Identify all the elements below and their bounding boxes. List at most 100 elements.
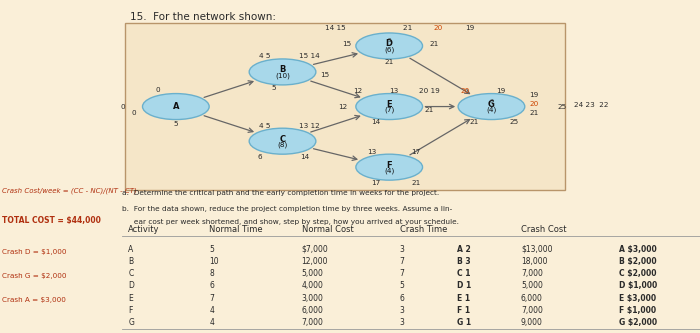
Text: 15.  For the network shown:: 15. For the network shown: <box>130 12 276 22</box>
Text: 21: 21 <box>384 59 394 65</box>
Text: 0: 0 <box>120 104 125 110</box>
Text: G $2,000: G $2,000 <box>619 318 657 327</box>
Text: 15: 15 <box>342 41 351 47</box>
Text: (4): (4) <box>486 107 496 113</box>
Text: ear cost per week shortened, and show, step by step, how you arrived at your sch: ear cost per week shortened, and show, s… <box>122 219 459 225</box>
Text: $13,000: $13,000 <box>521 244 552 253</box>
Text: G: G <box>128 318 134 327</box>
Text: 13 12: 13 12 <box>299 123 320 129</box>
Text: F 1: F 1 <box>458 306 470 315</box>
Text: Crash A = $3,000: Crash A = $3,000 <box>2 297 66 303</box>
Text: 12,000: 12,000 <box>302 257 328 266</box>
Text: (4): (4) <box>384 167 394 174</box>
Text: D $1,000: D $1,000 <box>619 281 657 290</box>
Circle shape <box>143 94 209 120</box>
Text: 21: 21 <box>425 107 434 113</box>
Text: E $3,000: E $3,000 <box>619 294 657 303</box>
Text: 4: 4 <box>209 306 214 315</box>
Text: C $2,000: C $2,000 <box>619 269 657 278</box>
Text: D: D <box>386 39 393 48</box>
Text: 4 5: 4 5 <box>259 123 270 129</box>
Text: 20 19: 20 19 <box>419 88 440 94</box>
Text: Normal Time: Normal Time <box>209 225 262 234</box>
Text: B 3: B 3 <box>458 257 471 266</box>
Text: 9,000: 9,000 <box>521 318 542 327</box>
Text: 19: 19 <box>465 25 474 31</box>
Text: E: E <box>386 100 392 109</box>
Text: Normal Cost: Normal Cost <box>302 225 354 234</box>
Text: Crash D = $1,000: Crash D = $1,000 <box>2 249 67 255</box>
Text: a.  Determine the critical path and the early completion time in weeks for the p: a. Determine the critical path and the e… <box>122 190 440 196</box>
Text: 14 15: 14 15 <box>326 25 346 31</box>
Text: b.  For the data shown, reduce the project completion time by three weeks. Assum: b. For the data shown, reduce the projec… <box>122 206 453 212</box>
Text: 6,000: 6,000 <box>302 306 323 315</box>
Text: 17: 17 <box>371 180 381 186</box>
Text: 17: 17 <box>411 149 421 155</box>
Text: 21: 21 <box>411 180 421 186</box>
Text: Crash Cost: Crash Cost <box>521 225 566 234</box>
Text: 10: 10 <box>209 257 218 266</box>
Text: 6: 6 <box>258 154 262 160</box>
Text: 25: 25 <box>509 119 518 125</box>
Circle shape <box>356 154 423 180</box>
Text: 19: 19 <box>529 92 538 98</box>
Text: C: C <box>279 135 286 144</box>
Text: 14: 14 <box>300 154 309 160</box>
Text: 20: 20 <box>433 25 443 31</box>
Text: 21: 21 <box>402 25 414 31</box>
Text: B: B <box>128 257 134 266</box>
Text: 14: 14 <box>371 119 381 125</box>
Text: A: A <box>173 102 179 111</box>
Circle shape <box>356 94 423 120</box>
Text: 5: 5 <box>209 244 214 253</box>
Text: (6): (6) <box>384 46 394 53</box>
Text: G: G <box>488 100 495 109</box>
Text: 18,000: 18,000 <box>521 257 547 266</box>
Text: 20: 20 <box>529 101 538 107</box>
Text: (7): (7) <box>384 107 394 113</box>
Text: 8: 8 <box>209 269 214 278</box>
Text: B: B <box>279 65 286 74</box>
Circle shape <box>249 128 316 154</box>
Text: 12: 12 <box>354 88 363 94</box>
Text: F: F <box>386 161 392 169</box>
Text: F: F <box>128 306 132 315</box>
Text: 5,000: 5,000 <box>521 281 542 290</box>
Text: 12: 12 <box>338 104 347 110</box>
FancyBboxPatch shape <box>125 23 565 190</box>
Text: 15 14: 15 14 <box>299 53 320 59</box>
Text: 7: 7 <box>400 257 405 266</box>
Circle shape <box>458 94 525 120</box>
Text: 6: 6 <box>400 294 405 303</box>
Text: $7,000: $7,000 <box>302 244 328 253</box>
Text: E: E <box>128 294 133 303</box>
Circle shape <box>356 33 423 59</box>
Text: 4 5: 4 5 <box>259 53 270 59</box>
Text: 5,000: 5,000 <box>302 269 323 278</box>
Text: E 1: E 1 <box>458 294 470 303</box>
Text: 21: 21 <box>429 41 438 47</box>
Text: A 2: A 2 <box>458 244 471 253</box>
Text: 3: 3 <box>400 318 405 327</box>
Text: 7,000: 7,000 <box>521 269 542 278</box>
Text: 21: 21 <box>529 111 538 117</box>
Text: (8): (8) <box>277 142 288 148</box>
Text: 4,000: 4,000 <box>302 281 323 290</box>
Text: C: C <box>128 269 134 278</box>
Text: 13: 13 <box>367 149 376 155</box>
Text: 7: 7 <box>400 269 405 278</box>
Text: 6,000: 6,000 <box>521 294 542 303</box>
Text: 5: 5 <box>387 38 391 43</box>
Text: 7,000: 7,000 <box>521 306 542 315</box>
Text: 19: 19 <box>496 88 505 94</box>
Text: (10): (10) <box>275 72 290 79</box>
Text: 13: 13 <box>389 88 398 94</box>
Text: A $3,000: A $3,000 <box>619 244 657 253</box>
Text: TOTAL COST = $44,000: TOTAL COST = $44,000 <box>2 216 101 225</box>
Text: D 1: D 1 <box>458 281 472 290</box>
Text: C 1: C 1 <box>458 269 471 278</box>
Text: 5: 5 <box>174 121 178 127</box>
Text: G 1: G 1 <box>458 318 472 327</box>
Text: 7,000: 7,000 <box>302 318 323 327</box>
Text: Crash Time: Crash Time <box>400 225 447 234</box>
